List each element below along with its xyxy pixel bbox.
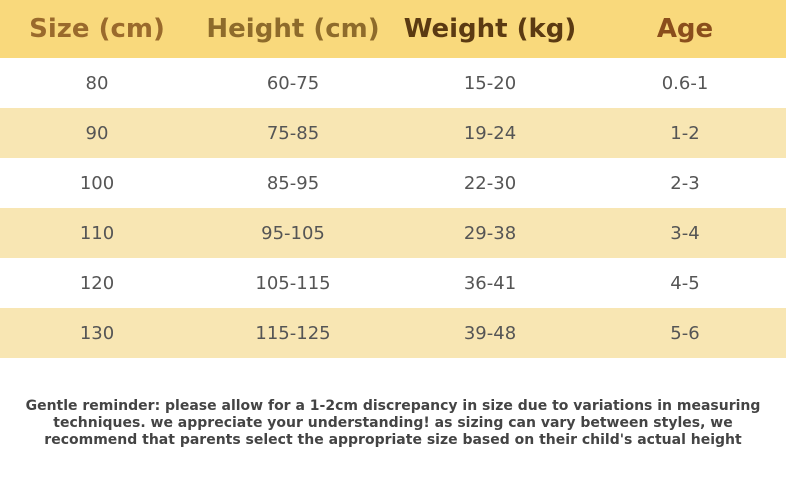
table-cell: 39-48 xyxy=(463,322,517,344)
header-cell: Size (cm) xyxy=(29,14,165,44)
table-cell: 1-2 xyxy=(670,122,700,144)
table-row: 80 60-75 15-20 0.6-1 xyxy=(0,58,786,108)
table-cell: 19-24 xyxy=(463,122,517,144)
table-cell: 22-30 xyxy=(463,172,517,194)
header-cell: Weight (kg) xyxy=(403,14,577,44)
table-row: 110 95-105 29-38 3-4 xyxy=(0,208,786,258)
table-cell: 15-20 xyxy=(463,72,517,94)
table-cell: 95-105 xyxy=(261,222,325,244)
table-cell: 80 xyxy=(85,72,109,94)
table-cell: 85-95 xyxy=(266,172,320,194)
table-cell: 36-41 xyxy=(463,272,517,294)
note-line: Gentle reminder: please allow for a 1-2c… xyxy=(25,398,761,414)
note-line: recommend that parents select the approp… xyxy=(44,432,742,448)
table-cell: 3-4 xyxy=(670,222,700,244)
table-cell: 0.6-1 xyxy=(661,72,709,94)
table-cell: 60-75 xyxy=(266,72,320,94)
table-cell: 120 xyxy=(79,272,115,294)
table-cell: 75-85 xyxy=(266,122,320,144)
table-row: 130 115-125 39-48 5-6 xyxy=(0,308,786,358)
table-cell: 130 xyxy=(79,322,115,344)
table-cell: 5-6 xyxy=(670,322,700,344)
table-cell: 29-38 xyxy=(463,222,517,244)
table-row: 120 105-115 36-41 4-5 xyxy=(0,258,786,308)
table-cell: 90 xyxy=(85,122,109,144)
reminder-note: Gentle reminder: please allow for a 1-2c… xyxy=(0,398,786,449)
table-cell: 115-125 xyxy=(255,322,331,344)
table-cell: 110 xyxy=(79,222,115,244)
table-row: 90 75-85 19-24 1-2 xyxy=(0,108,786,158)
table-cell: 105-115 xyxy=(255,272,331,294)
header-row: Size (cm) Height (cm) Weight (kg) Age xyxy=(0,0,786,58)
table-cell: 100 xyxy=(79,172,115,194)
table-cell: 2-3 xyxy=(670,172,700,194)
table-row: 100 85-95 22-30 2-3 xyxy=(0,158,786,208)
table-cell: 4-5 xyxy=(670,272,700,294)
note-line: techniques. we appreciate your understan… xyxy=(53,415,733,431)
header-cell: Age xyxy=(656,14,714,44)
header-cell: Height (cm) xyxy=(206,14,380,44)
